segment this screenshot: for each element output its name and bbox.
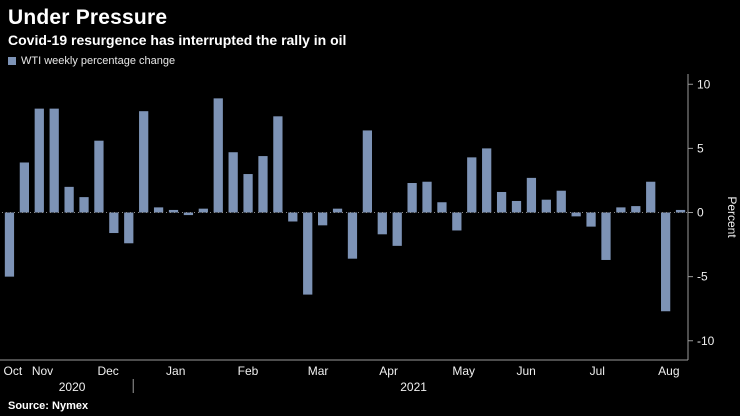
bar [661, 212, 671, 312]
x-tick-label-year: 2020 [59, 380, 86, 394]
bar [392, 212, 402, 246]
bar [541, 199, 551, 213]
bar [19, 162, 29, 213]
bar [109, 212, 119, 234]
bar [556, 190, 566, 213]
y-tick-label: -10 [697, 334, 715, 348]
bar [198, 208, 208, 213]
bar [228, 152, 238, 213]
bar [318, 212, 328, 226]
bar [452, 212, 462, 231]
x-tick-label-month: Oct [3, 364, 22, 378]
chart-subtitle: Covid-19 resurgence has interrupted the … [8, 32, 347, 48]
bar [213, 98, 223, 213]
bar [153, 207, 164, 213]
bar [437, 202, 447, 213]
bar [243, 174, 253, 213]
bar [601, 212, 611, 260]
bar [4, 212, 15, 277]
bar [526, 177, 537, 213]
x-tick-label-month: Nov [32, 364, 53, 378]
bar [347, 212, 358, 259]
chart-area: 10 5 0 -5 -10 Percent Oct Nov Dec Jan Feb Mar Apr May… [0, 68, 740, 398]
bar [586, 212, 596, 227]
bar [362, 130, 372, 213]
bar [49, 108, 59, 213]
x-tick-label-month: Feb [238, 364, 259, 378]
x-tick-label-month: Aug [658, 364, 679, 378]
bar [675, 209, 686, 213]
bar [124, 212, 134, 244]
y-tick-label: 5 [697, 141, 704, 155]
bar [183, 212, 194, 216]
bar [511, 200, 522, 213]
bar [64, 186, 74, 213]
bar [94, 140, 104, 213]
legend-label: WTI weekly percentage change [21, 55, 176, 67]
bar [377, 212, 387, 235]
x-tick-label-month: Mar [308, 364, 329, 378]
bar [422, 181, 432, 213]
bar [407, 183, 417, 213]
bar [139, 111, 149, 213]
bar [496, 191, 507, 213]
x-tick-label-month: Jun [517, 364, 536, 378]
bar [273, 116, 283, 213]
y-tick-label: 0 [697, 206, 704, 220]
bar [646, 181, 656, 213]
source-note: Source: Nymex [8, 400, 89, 412]
y-axis-title: Percent [725, 196, 739, 238]
bar [631, 206, 641, 213]
chart-header: Under Pressure Covid-19 resurgence has i… [0, 0, 740, 68]
legend: WTI weekly percentage change [8, 54, 732, 68]
x-tick-label-month: May [452, 364, 475, 378]
bar [571, 212, 581, 217]
bar [332, 208, 343, 213]
y-tick-label: -5 [697, 270, 708, 284]
bar [168, 209, 179, 213]
x-tick-label-month: Jan [166, 364, 185, 378]
x-tick-label-month: Dec [97, 364, 118, 378]
bar [467, 157, 477, 213]
x-tick-label-year: 2021 [400, 380, 427, 394]
x-tick-label-month: Jul [590, 364, 605, 378]
bar [288, 212, 298, 222]
bar [34, 108, 44, 213]
y-tick-label: 10 [697, 77, 711, 91]
bar [616, 207, 626, 213]
bar [482, 148, 492, 213]
bar [258, 156, 268, 213]
x-tick-label-month: Apr [379, 364, 398, 378]
chart-title: Under Pressure [8, 6, 168, 29]
bar [79, 197, 89, 213]
bar [303, 212, 313, 295]
legend-swatch-icon [8, 57, 16, 65]
bar-chart-svg: 10 5 0 -5 -10 Percent Oct Nov Dec Jan Feb Mar Apr May… [0, 74, 739, 394]
